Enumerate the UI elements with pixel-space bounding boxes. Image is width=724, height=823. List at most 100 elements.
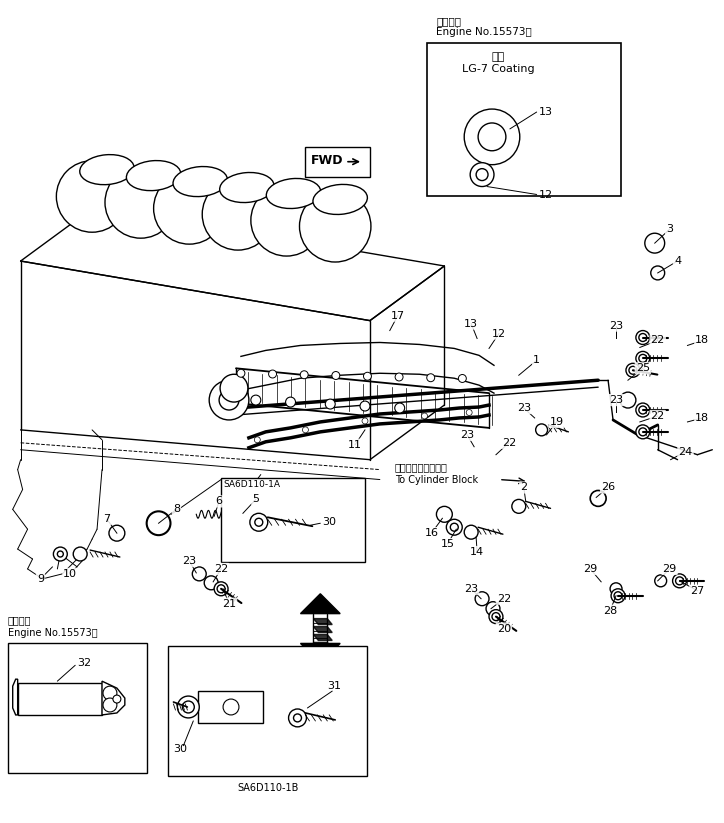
Circle shape bbox=[360, 401, 370, 411]
Circle shape bbox=[217, 585, 225, 593]
Circle shape bbox=[426, 374, 434, 382]
Text: 20: 20 bbox=[497, 624, 511, 634]
Circle shape bbox=[639, 355, 647, 362]
Circle shape bbox=[475, 592, 489, 606]
Polygon shape bbox=[313, 635, 332, 640]
Circle shape bbox=[147, 511, 170, 535]
Circle shape bbox=[223, 699, 239, 715]
Text: SA6D110-1B: SA6D110-1B bbox=[237, 783, 298, 793]
Circle shape bbox=[214, 582, 228, 596]
Text: 通用号機: 通用号機 bbox=[437, 16, 461, 26]
Circle shape bbox=[636, 331, 649, 345]
Text: 12: 12 bbox=[539, 189, 552, 199]
Circle shape bbox=[269, 370, 277, 378]
Circle shape bbox=[251, 395, 261, 405]
Text: 通用号機: 通用号機 bbox=[8, 616, 31, 625]
Text: 22: 22 bbox=[651, 411, 665, 421]
Text: 32: 32 bbox=[77, 658, 91, 668]
Circle shape bbox=[300, 190, 371, 262]
Ellipse shape bbox=[219, 173, 274, 202]
Circle shape bbox=[362, 418, 368, 424]
Circle shape bbox=[636, 351, 649, 365]
Polygon shape bbox=[313, 650, 332, 656]
Bar bbox=[198, 691, 263, 723]
Text: 23: 23 bbox=[609, 395, 623, 405]
Text: 5: 5 bbox=[253, 495, 259, 504]
Text: 8: 8 bbox=[173, 504, 180, 514]
Circle shape bbox=[363, 372, 371, 380]
Ellipse shape bbox=[313, 184, 367, 215]
Polygon shape bbox=[300, 644, 340, 663]
Circle shape bbox=[590, 491, 606, 506]
Circle shape bbox=[437, 506, 452, 523]
Circle shape bbox=[639, 406, 647, 414]
Circle shape bbox=[654, 575, 667, 587]
Circle shape bbox=[639, 428, 647, 436]
Circle shape bbox=[458, 374, 466, 383]
Text: 21: 21 bbox=[222, 598, 236, 609]
Text: 23: 23 bbox=[609, 321, 623, 331]
Circle shape bbox=[512, 500, 526, 514]
Text: 18: 18 bbox=[695, 336, 710, 346]
Circle shape bbox=[300, 371, 308, 379]
Text: 16: 16 bbox=[424, 528, 439, 538]
Text: 19: 19 bbox=[550, 417, 563, 427]
Text: 30: 30 bbox=[322, 518, 337, 528]
Text: 12: 12 bbox=[492, 328, 506, 338]
Circle shape bbox=[464, 525, 478, 539]
Polygon shape bbox=[313, 658, 332, 664]
Text: 22: 22 bbox=[651, 336, 665, 346]
Text: 4: 4 bbox=[674, 256, 681, 266]
Circle shape bbox=[626, 363, 640, 377]
Polygon shape bbox=[313, 626, 332, 633]
Bar bbox=[8, 644, 147, 773]
Text: 23: 23 bbox=[182, 556, 196, 566]
Text: 9: 9 bbox=[37, 574, 44, 584]
Circle shape bbox=[611, 588, 625, 602]
Circle shape bbox=[636, 425, 649, 439]
Circle shape bbox=[109, 525, 125, 541]
Ellipse shape bbox=[127, 160, 181, 191]
Circle shape bbox=[289, 709, 306, 727]
Text: FWD: FWD bbox=[311, 154, 343, 167]
Text: 13: 13 bbox=[539, 107, 552, 117]
Text: 1: 1 bbox=[533, 356, 540, 365]
Text: 13: 13 bbox=[464, 319, 478, 328]
Circle shape bbox=[56, 160, 128, 232]
Circle shape bbox=[54, 547, 67, 561]
Circle shape bbox=[237, 370, 245, 377]
Text: 3: 3 bbox=[666, 224, 673, 235]
Text: 23: 23 bbox=[464, 584, 479, 594]
Circle shape bbox=[629, 366, 637, 374]
Circle shape bbox=[57, 551, 63, 557]
Polygon shape bbox=[313, 643, 332, 649]
Text: 22: 22 bbox=[502, 438, 516, 448]
Circle shape bbox=[464, 109, 520, 165]
Text: 17: 17 bbox=[391, 310, 405, 321]
Circle shape bbox=[103, 698, 117, 712]
Text: 2: 2 bbox=[520, 482, 527, 492]
Circle shape bbox=[254, 437, 261, 443]
Text: 23: 23 bbox=[460, 430, 474, 439]
Ellipse shape bbox=[266, 179, 321, 208]
Circle shape bbox=[202, 179, 274, 250]
Circle shape bbox=[614, 592, 622, 600]
Circle shape bbox=[303, 427, 308, 433]
Circle shape bbox=[113, 695, 121, 703]
Text: Engine No.15573～: Engine No.15573～ bbox=[8, 627, 97, 638]
Text: 14: 14 bbox=[470, 547, 484, 557]
Bar bbox=[306, 146, 370, 177]
Text: 6: 6 bbox=[216, 496, 222, 506]
Polygon shape bbox=[313, 619, 332, 625]
Circle shape bbox=[255, 518, 263, 526]
Circle shape bbox=[103, 686, 117, 700]
Circle shape bbox=[293, 714, 301, 722]
Circle shape bbox=[105, 167, 177, 238]
Circle shape bbox=[325, 399, 335, 409]
Text: 30: 30 bbox=[174, 744, 188, 754]
Circle shape bbox=[639, 333, 647, 342]
Text: 11: 11 bbox=[348, 439, 362, 450]
Circle shape bbox=[251, 184, 322, 256]
Circle shape bbox=[673, 574, 686, 588]
Bar bbox=[17, 683, 102, 715]
